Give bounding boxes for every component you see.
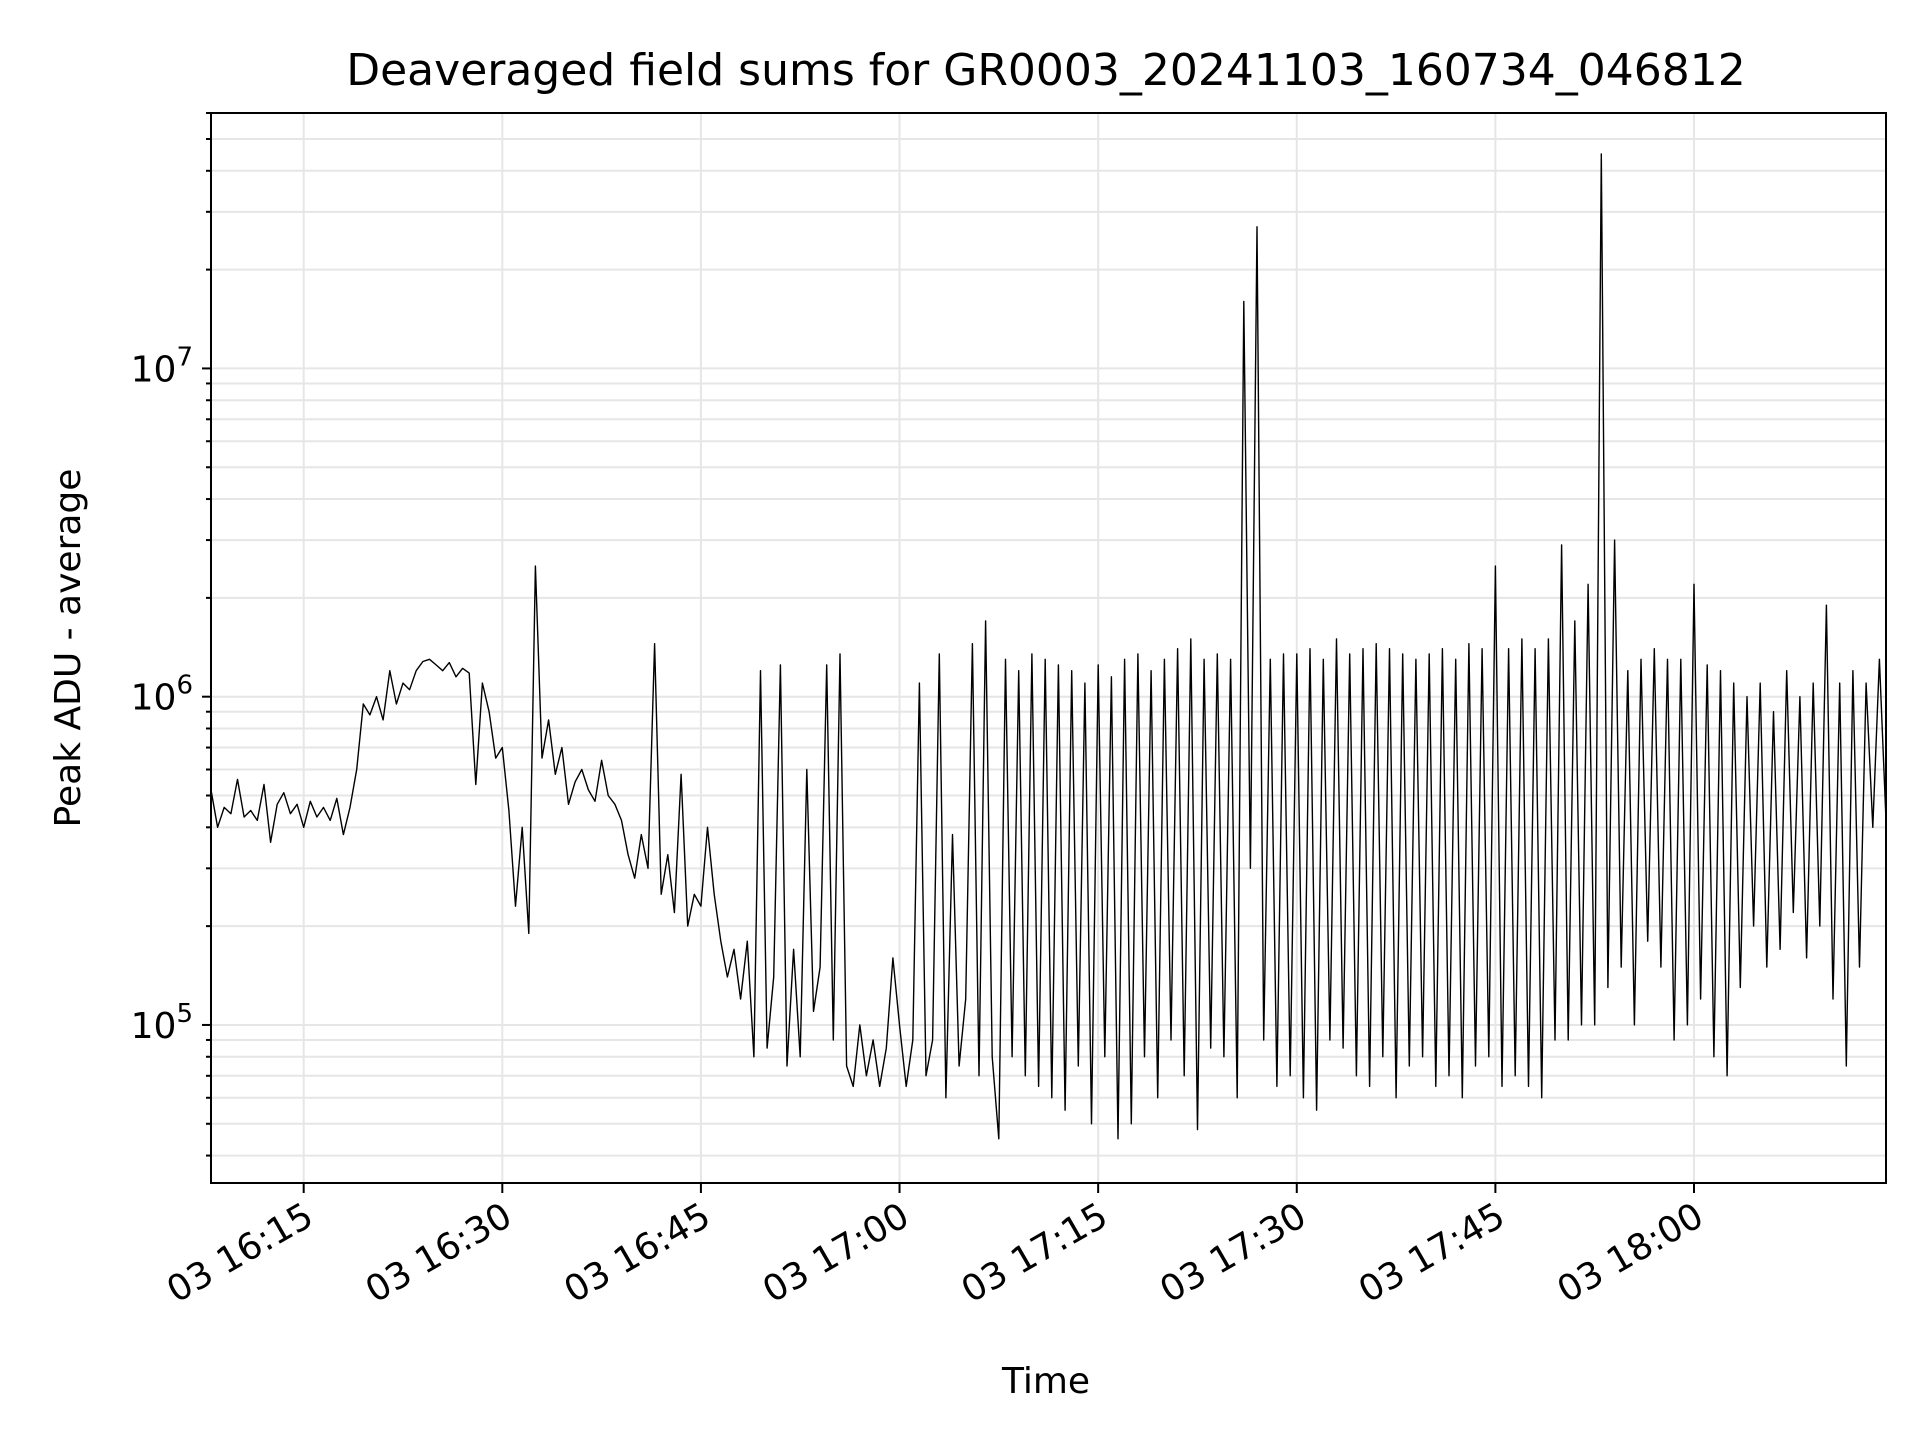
y-tick-exponent: 6: [176, 671, 193, 701]
plot-area: [210, 153, 1887, 1140]
y-tick-base: 10: [131, 678, 177, 719]
y-tick-label: 107: [131, 342, 193, 390]
y-tick-base: 10: [131, 349, 177, 390]
plot-frame: [210, 112, 1887, 1184]
y-axis-label: Peak ADU - average: [48, 469, 89, 828]
x-axis-label: Time: [1001, 1361, 1090, 1402]
data-series-line: [210, 153, 1887, 1140]
y-tick-base: 10: [131, 1006, 177, 1047]
y-tick-label: 105: [131, 999, 193, 1047]
y-tick-exponent: 5: [176, 999, 193, 1029]
chart-title: Deaveraged field sums for GR0003_2024110…: [346, 45, 1746, 96]
y-tick-label: 106: [131, 671, 193, 719]
y-tick-exponent: 7: [176, 342, 193, 372]
